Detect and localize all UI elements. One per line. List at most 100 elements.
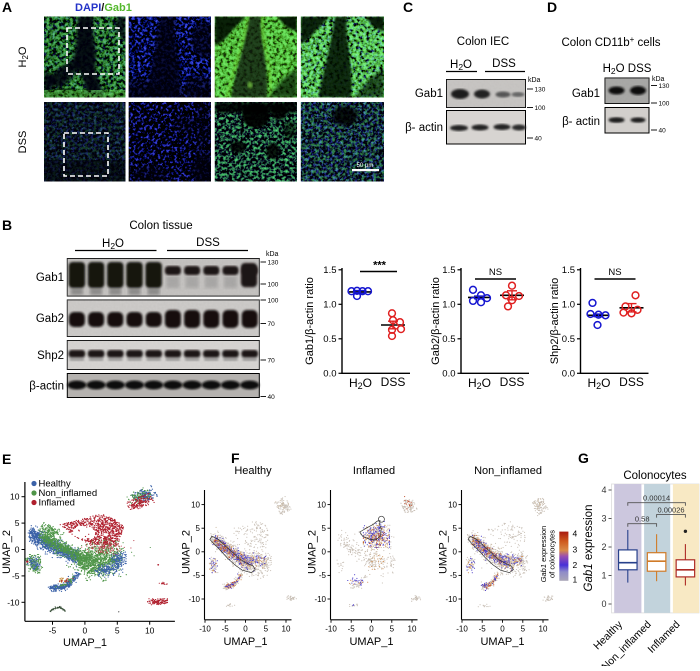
svg-text:Gab2/β-actin ratio: Gab2/β-actin ratio xyxy=(430,277,442,365)
svg-text:kDa: kDa xyxy=(652,76,665,83)
svg-text:10: 10 xyxy=(448,500,457,509)
svg-text:-10: -10 xyxy=(456,625,468,634)
svg-text:-5: -5 xyxy=(319,571,327,580)
svg-text:H2O: H2O xyxy=(450,59,472,72)
svg-text:Gab1 expression: Gab1 expression xyxy=(539,526,548,583)
svg-text:β- actin: β- actin xyxy=(405,122,443,134)
svg-text:5: 5 xyxy=(15,518,20,528)
svg-text:Inflamed: Inflamed xyxy=(39,498,75,509)
svg-text:130: 130 xyxy=(659,83,670,90)
svg-text:Colon tissue: Colon tissue xyxy=(129,220,192,232)
svg-text:10: 10 xyxy=(282,625,291,634)
svg-text:5: 5 xyxy=(322,524,327,533)
svg-text:0.0: 0.0 xyxy=(442,369,455,380)
svg-text:kDa: kDa xyxy=(528,77,541,84)
svg-text:Gab1/β-actin ratio: Gab1/β-actin ratio xyxy=(304,277,316,365)
svg-text:H2O: H2O xyxy=(349,376,372,391)
svg-text:100: 100 xyxy=(659,101,670,108)
svg-text:DSS: DSS xyxy=(196,237,220,249)
svg-text:40: 40 xyxy=(268,394,276,401)
svg-text:Colon IEC: Colon IEC xyxy=(457,36,509,48)
svg-text:0: 0 xyxy=(369,625,374,634)
svg-text:-10: -10 xyxy=(7,597,20,607)
svg-text:Colon CD11b+ cells: Colon CD11b+ cells xyxy=(561,35,660,49)
svg-text:0.5: 0.5 xyxy=(323,334,336,345)
svg-text:0.00026: 0.00026 xyxy=(657,506,684,515)
svg-text:H2O DSS: H2O DSS xyxy=(603,63,652,76)
svg-text:UMAP_1: UMAP_1 xyxy=(223,636,267,648)
svg-text:-5: -5 xyxy=(12,571,20,581)
svg-text:G: G xyxy=(578,450,589,466)
svg-text:0: 0 xyxy=(601,599,606,609)
svg-text:Gab1 expression: Gab1 expression xyxy=(583,505,595,592)
svg-text:-5: -5 xyxy=(222,625,230,634)
svg-text:10: 10 xyxy=(539,625,548,634)
svg-text:F: F xyxy=(231,450,240,466)
svg-text:1.5: 1.5 xyxy=(442,265,455,276)
svg-text:0: 0 xyxy=(500,625,505,634)
svg-text:-10: -10 xyxy=(314,595,326,604)
svg-text:0: 0 xyxy=(83,626,88,636)
svg-text:-5: -5 xyxy=(348,625,356,634)
svg-text:5: 5 xyxy=(390,625,395,634)
svg-text:3: 3 xyxy=(601,514,606,524)
svg-text:100: 100 xyxy=(268,298,279,305)
svg-text:Healthy: Healthy xyxy=(234,465,272,477)
svg-text:5: 5 xyxy=(115,626,120,636)
svg-text:H2O: H2O xyxy=(468,376,491,391)
svg-text:-5: -5 xyxy=(49,626,57,636)
svg-text:40: 40 xyxy=(659,128,667,135)
svg-text:A: A xyxy=(2,0,12,15)
svg-text:-10: -10 xyxy=(325,625,337,634)
svg-text:1: 1 xyxy=(573,575,578,585)
svg-text:0: 0 xyxy=(453,548,458,557)
svg-text:0: 0 xyxy=(322,548,327,557)
svg-text:E: E xyxy=(2,451,11,467)
svg-text:DSS: DSS xyxy=(381,375,406,389)
svg-text:D: D xyxy=(547,0,557,15)
svg-text:-10: -10 xyxy=(188,595,200,604)
svg-text:4: 4 xyxy=(601,485,606,495)
svg-text:5: 5 xyxy=(453,524,458,533)
svg-text:UMAP_1: UMAP_1 xyxy=(349,636,393,648)
svg-text:Non_inflamed: Non_inflamed xyxy=(39,488,98,499)
svg-text:UMAP_2: UMAP_2 xyxy=(181,530,193,574)
svg-text:10: 10 xyxy=(191,500,200,509)
svg-text:2: 2 xyxy=(601,542,606,552)
svg-text:Shp2: Shp2 xyxy=(37,350,64,362)
svg-text:***: *** xyxy=(373,260,387,272)
svg-text:1.5: 1.5 xyxy=(562,265,575,276)
svg-text:0.5: 0.5 xyxy=(562,334,575,345)
svg-text:10: 10 xyxy=(408,625,417,634)
svg-text:0.00014: 0.00014 xyxy=(643,494,670,503)
svg-text:Gab2: Gab2 xyxy=(36,313,64,325)
svg-text:130: 130 xyxy=(535,87,546,94)
svg-text:100: 100 xyxy=(268,282,279,289)
svg-text:0: 0 xyxy=(196,548,201,557)
svg-text:Gab1: Gab1 xyxy=(36,272,64,284)
svg-text:0.58: 0.58 xyxy=(635,515,650,524)
svg-text:β- actin: β- actin xyxy=(562,116,600,128)
svg-text:UMAP_1: UMAP_1 xyxy=(480,636,524,648)
svg-text:0: 0 xyxy=(15,545,20,555)
svg-text:-10: -10 xyxy=(199,625,211,634)
svg-text:0.5: 0.5 xyxy=(442,334,455,345)
svg-text:C: C xyxy=(403,0,413,15)
svg-text:DSS: DSS xyxy=(619,375,644,389)
svg-text:0.0: 0.0 xyxy=(562,369,575,380)
svg-text:Non_inflamed: Non_inflamed xyxy=(474,465,542,477)
svg-text:100: 100 xyxy=(535,105,546,112)
svg-text:Shp2/β-actin ratio: Shp2/β-actin ratio xyxy=(549,278,561,364)
svg-text:-5: -5 xyxy=(479,625,487,634)
svg-text:1.0: 1.0 xyxy=(442,300,455,311)
svg-text:NS: NS xyxy=(608,267,621,278)
svg-text:UMAP_2: UMAP_2 xyxy=(1,530,13,574)
svg-text:0: 0 xyxy=(243,625,248,634)
svg-text:1.0: 1.0 xyxy=(562,300,575,311)
svg-text:2: 2 xyxy=(573,560,578,570)
svg-text:10: 10 xyxy=(145,626,155,636)
svg-text:H2O: H2O xyxy=(17,46,30,67)
svg-text:DSS: DSS xyxy=(492,58,516,70)
svg-text:B: B xyxy=(2,217,12,233)
svg-text:β-actin: β-actin xyxy=(29,381,64,393)
